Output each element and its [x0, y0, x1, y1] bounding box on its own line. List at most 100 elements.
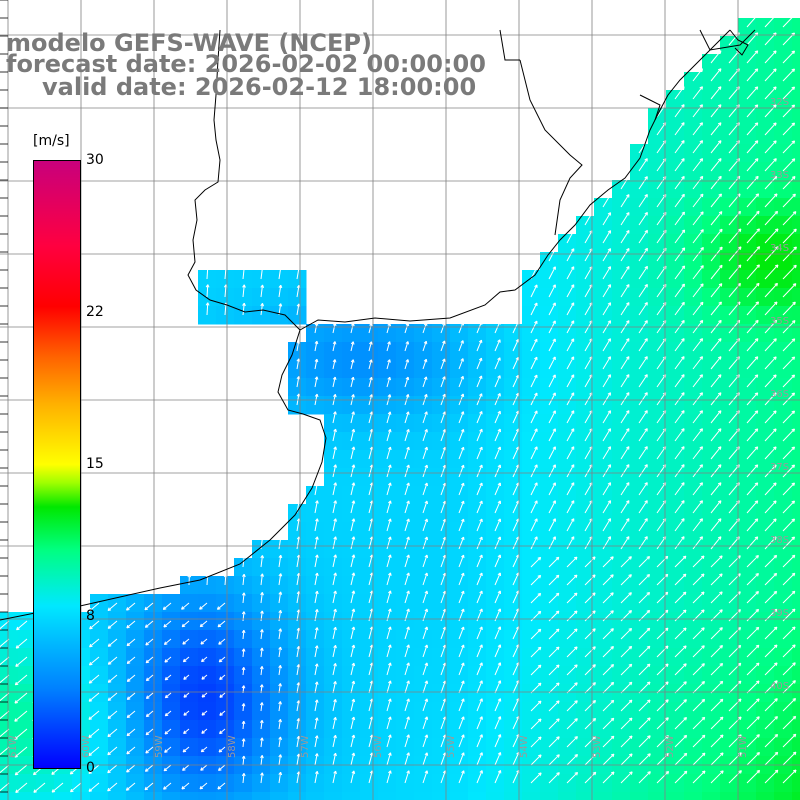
wind-arrow: [404, 500, 410, 514]
speed-cell: [774, 36, 793, 55]
wind-arrow: [620, 592, 632, 604]
speed-cell: [432, 630, 451, 649]
speed-cell: [648, 216, 667, 235]
speed-cell: [486, 450, 505, 469]
wind-arrow: [164, 692, 172, 699]
speed-cell: [450, 414, 469, 433]
wind-arrow: [764, 86, 777, 100]
speed-cell: [270, 558, 289, 577]
speed-cell: [144, 792, 163, 800]
wind-arrow: [602, 428, 611, 442]
speed-cell: [666, 414, 685, 433]
speed-cell: [702, 162, 721, 181]
speed-cell: [162, 612, 181, 631]
wind-arrow: [782, 301, 796, 316]
speed-cell: [180, 666, 199, 685]
speed-cell: [594, 522, 613, 541]
speed-cell: [414, 666, 433, 685]
wind-arrow: [386, 428, 392, 442]
wind-arrow: [368, 359, 373, 370]
speed-cell: [684, 216, 703, 235]
speed-cell: [162, 774, 181, 793]
speed-cell: [324, 666, 343, 685]
speed-cell: [792, 684, 800, 703]
speed-cell: [666, 432, 685, 451]
speed-cell: [324, 594, 343, 613]
speed-cell: [720, 90, 739, 109]
speed-cell: [792, 126, 800, 145]
speed-cell: [54, 774, 73, 793]
speed-cell: [252, 630, 271, 649]
lon-label: 59W: [154, 735, 165, 758]
speed-cell: [558, 360, 577, 379]
speed-cell: [558, 522, 577, 541]
wind-arrow: [314, 717, 319, 730]
speed-cell: [108, 684, 127, 703]
wind-arrow: [242, 573, 246, 586]
wind-arrow: [602, 646, 614, 658]
speed-cell: [576, 378, 595, 397]
wind-arrow: [332, 500, 338, 514]
wind-arrow: [241, 629, 246, 640]
speed-cell: [288, 720, 307, 739]
speed-cell: [684, 396, 703, 415]
wind-arrow: [494, 375, 501, 388]
speed-cell: [90, 720, 109, 739]
speed-cell: [270, 288, 289, 307]
wind-arrow: [350, 698, 356, 712]
wind-arrow: [422, 536, 429, 550]
speed-cell: [432, 522, 451, 541]
wind-arrow: [548, 518, 556, 532]
speed-cell: [738, 792, 757, 800]
speed-cell: [378, 540, 397, 559]
speed-cell: [468, 594, 487, 613]
speed-cell: [234, 306, 253, 325]
speed-cell: [360, 612, 379, 631]
speed-cell: [756, 540, 775, 559]
speed-cell: [360, 414, 379, 433]
wind-arrow: [332, 359, 337, 370]
speed-cell: [324, 576, 343, 595]
wind-arrow: [674, 193, 685, 208]
wind-arrow: [782, 228, 797, 244]
speed-cell: [630, 504, 649, 523]
speed-cell: [180, 702, 199, 721]
speed-cell: [468, 342, 487, 361]
speed-cell: [738, 198, 757, 217]
wind-arrow: [584, 682, 596, 694]
wind-arrow: [422, 680, 429, 694]
speed-cell: [612, 396, 631, 415]
wind-arrow: [422, 358, 428, 370]
wind-arrow: [241, 592, 246, 604]
wind-arrow: [620, 699, 633, 712]
wind-arrow: [350, 500, 356, 514]
wind-arrow: [332, 428, 337, 442]
wind-arrow: [782, 374, 796, 388]
speed-cell: [702, 378, 721, 397]
speed-cell: [792, 18, 800, 37]
speed-cell: [342, 324, 361, 343]
speed-cell: [612, 504, 631, 523]
speed-cell: [198, 288, 217, 307]
speed-cell: [414, 540, 433, 559]
speed-cell: [504, 720, 523, 739]
wind-arrow: [458, 428, 465, 442]
speed-cell: [324, 558, 343, 577]
speed-cell: [234, 288, 253, 307]
wind-arrow: [107, 710, 118, 720]
speed-cell: [612, 252, 631, 271]
speed-cell: [144, 738, 163, 757]
speed-cell: [396, 648, 415, 667]
wind-arrow: [746, 228, 760, 244]
wind-arrow: [548, 646, 560, 658]
speed-cell: [468, 432, 487, 451]
speed-cell: [468, 414, 487, 433]
speed-cell: [396, 594, 415, 613]
wind-arrow: [530, 410, 538, 424]
wind-arrow: [746, 573, 759, 586]
wind-arrow: [782, 392, 796, 406]
speed-cell: [666, 396, 685, 415]
wind-arrow: [404, 644, 410, 658]
wind-arrow: [674, 536, 685, 550]
wind-arrow: [548, 266, 556, 280]
